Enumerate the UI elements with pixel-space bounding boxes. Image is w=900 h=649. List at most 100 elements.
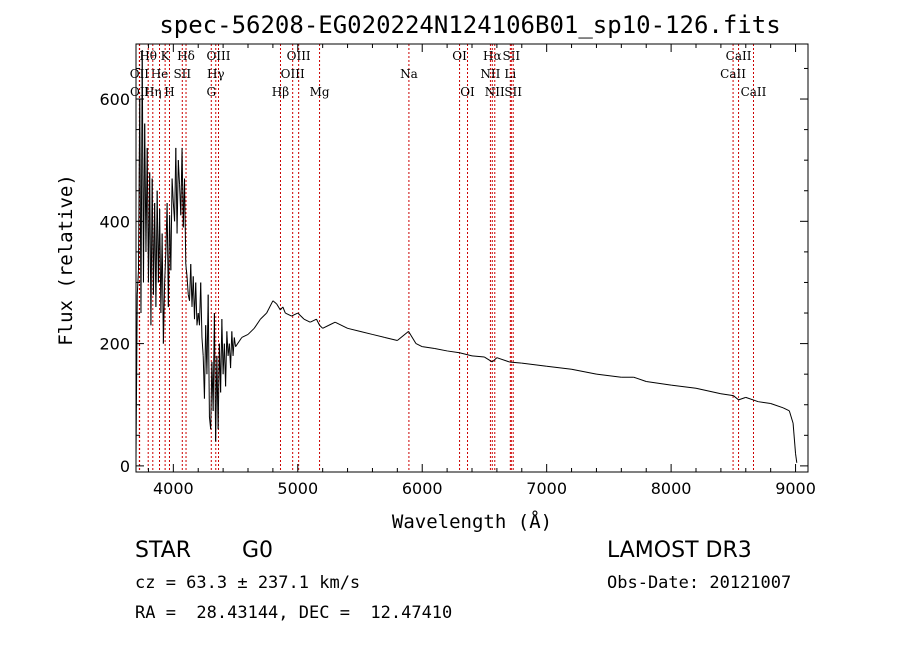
- marker-label: Mg: [310, 85, 330, 99]
- x-tick-label: 5000: [277, 479, 318, 498]
- spectrum-segment: [163, 282, 164, 343]
- spectrum-segment: [227, 331, 228, 355]
- x-tick-label: 7000: [526, 479, 567, 498]
- y-tick-label: 400: [99, 212, 130, 231]
- spectrum-segment: [208, 295, 209, 417]
- spectrum-segment: [335, 322, 347, 328]
- marker-label: SII: [504, 85, 522, 99]
- spectrum-segment: [497, 358, 509, 362]
- spectrum-segment: [721, 394, 733, 396]
- spectrum-segment: [789, 411, 793, 423]
- marker-label: Hδ: [177, 49, 195, 63]
- spectrum-segment: [283, 307, 285, 313]
- spectrum-segment: [226, 331, 227, 386]
- spectrum-layer: [136, 50, 797, 463]
- marker-label: SII: [502, 49, 520, 63]
- spectrum-segment: [671, 385, 696, 388]
- spectrum-segment: [277, 304, 281, 310]
- spectrum-segment: [233, 337, 234, 355]
- coordinates-readout: RA = 28.43144, DEC = 12.47410: [135, 603, 452, 623]
- spectrum-segment: [236, 337, 242, 346]
- x-tick-label: 4000: [153, 479, 194, 498]
- marker-label: H: [164, 85, 174, 99]
- spectrum-segment: [248, 328, 254, 334]
- spectrum-segment: [646, 382, 671, 386]
- spectrum-segment: [348, 328, 360, 331]
- marker-label: OI: [460, 85, 475, 99]
- spectrum-segment: [185, 179, 186, 265]
- spectrum-segment: [739, 397, 746, 399]
- x-tick-label: 8000: [651, 479, 692, 498]
- spectrum-segment: [522, 363, 547, 366]
- spectrum-segment: [360, 331, 372, 334]
- spectrum-segment: [329, 322, 335, 325]
- marker-label: NII: [485, 85, 505, 99]
- spectrum-segment: [242, 334, 248, 337]
- spectrum-segment: [260, 313, 266, 319]
- spectrum-segment: [460, 353, 472, 356]
- x-tick-label: 9000: [775, 479, 816, 498]
- spectrum-segment: [472, 356, 484, 357]
- marker-label: OIII: [287, 49, 311, 63]
- spectrum-segment: [177, 160, 178, 233]
- spectrum-segment: [285, 313, 291, 316]
- marker-label: OIII: [206, 49, 230, 63]
- marker-label: OIII: [281, 67, 305, 81]
- spectrum-segment: [178, 160, 179, 184]
- spectrum-segment: [435, 348, 447, 350]
- marker-label: CaII: [726, 49, 752, 63]
- x-tick-label: 6000: [402, 479, 443, 498]
- redshift-readout: cz = 63.3 ± 237.1 km/s: [135, 573, 360, 593]
- spectrum-segment: [162, 234, 163, 344]
- spectrum-segment: [201, 282, 202, 337]
- obs-date-readout: Obs-Date: 20121007: [607, 573, 791, 593]
- spectrum-segment: [509, 362, 521, 363]
- spectrum-segment: [202, 337, 203, 355]
- spectrum-segment: [547, 366, 572, 369]
- x-axis-label: Wavelength (Å): [392, 510, 552, 533]
- spectrum-segment: [771, 404, 783, 408]
- marker-label: Hη: [144, 85, 162, 99]
- spectrum-segment: [254, 319, 260, 328]
- object-subclass-label: G0: [242, 538, 273, 563]
- spectrum-segment: [186, 264, 187, 276]
- marker-label: Na: [400, 67, 418, 81]
- marker-label: Hγ: [207, 67, 225, 81]
- spectrum-segment: [222, 319, 223, 374]
- spectrum-segment: [793, 423, 795, 454]
- spectrum-segment: [196, 282, 197, 325]
- spectrum-segment: [304, 319, 310, 322]
- marker-label: Hα: [483, 49, 502, 63]
- marker-label: CaII: [741, 85, 767, 99]
- spectrum-segment: [634, 377, 646, 381]
- object-class-label: STAR: [135, 538, 191, 563]
- marker-label: Li: [504, 67, 516, 81]
- spectrum-segment: [733, 396, 738, 400]
- spectrum-segment: [385, 337, 397, 340]
- spectrum-segment: [372, 334, 384, 337]
- spectrum-segment: [572, 369, 597, 374]
- spectrum-segment: [796, 454, 797, 463]
- spectrum-segment: [187, 276, 188, 294]
- marker-label: SII: [173, 67, 191, 81]
- y-tick-label: 200: [99, 335, 130, 354]
- spectrum-segment: [758, 402, 770, 404]
- spectrum-segment: [310, 319, 316, 322]
- y-tick-label: 600: [99, 90, 130, 109]
- spectrum-segment: [783, 408, 789, 411]
- y-axis-label: Flux (relative): [55, 174, 77, 346]
- plot-frame: [136, 44, 808, 472]
- spectrum-segment: [422, 347, 434, 349]
- marker-label: He: [151, 67, 169, 81]
- spectrum-segment: [267, 301, 273, 313]
- spectrum-segment: [320, 325, 323, 328]
- spectrum-segment: [696, 388, 721, 394]
- spectrum-segment: [746, 397, 758, 401]
- spectrum-segment: [409, 331, 416, 343]
- spectrum-segment: [323, 325, 329, 328]
- spectrum-segment: [484, 357, 492, 362]
- spectrum-segment: [273, 301, 277, 304]
- axis-layer: 4000 5000 6000 7000 8000 9000 0 200 400 600: [99, 44, 815, 498]
- spectrum-segment: [234, 337, 235, 346]
